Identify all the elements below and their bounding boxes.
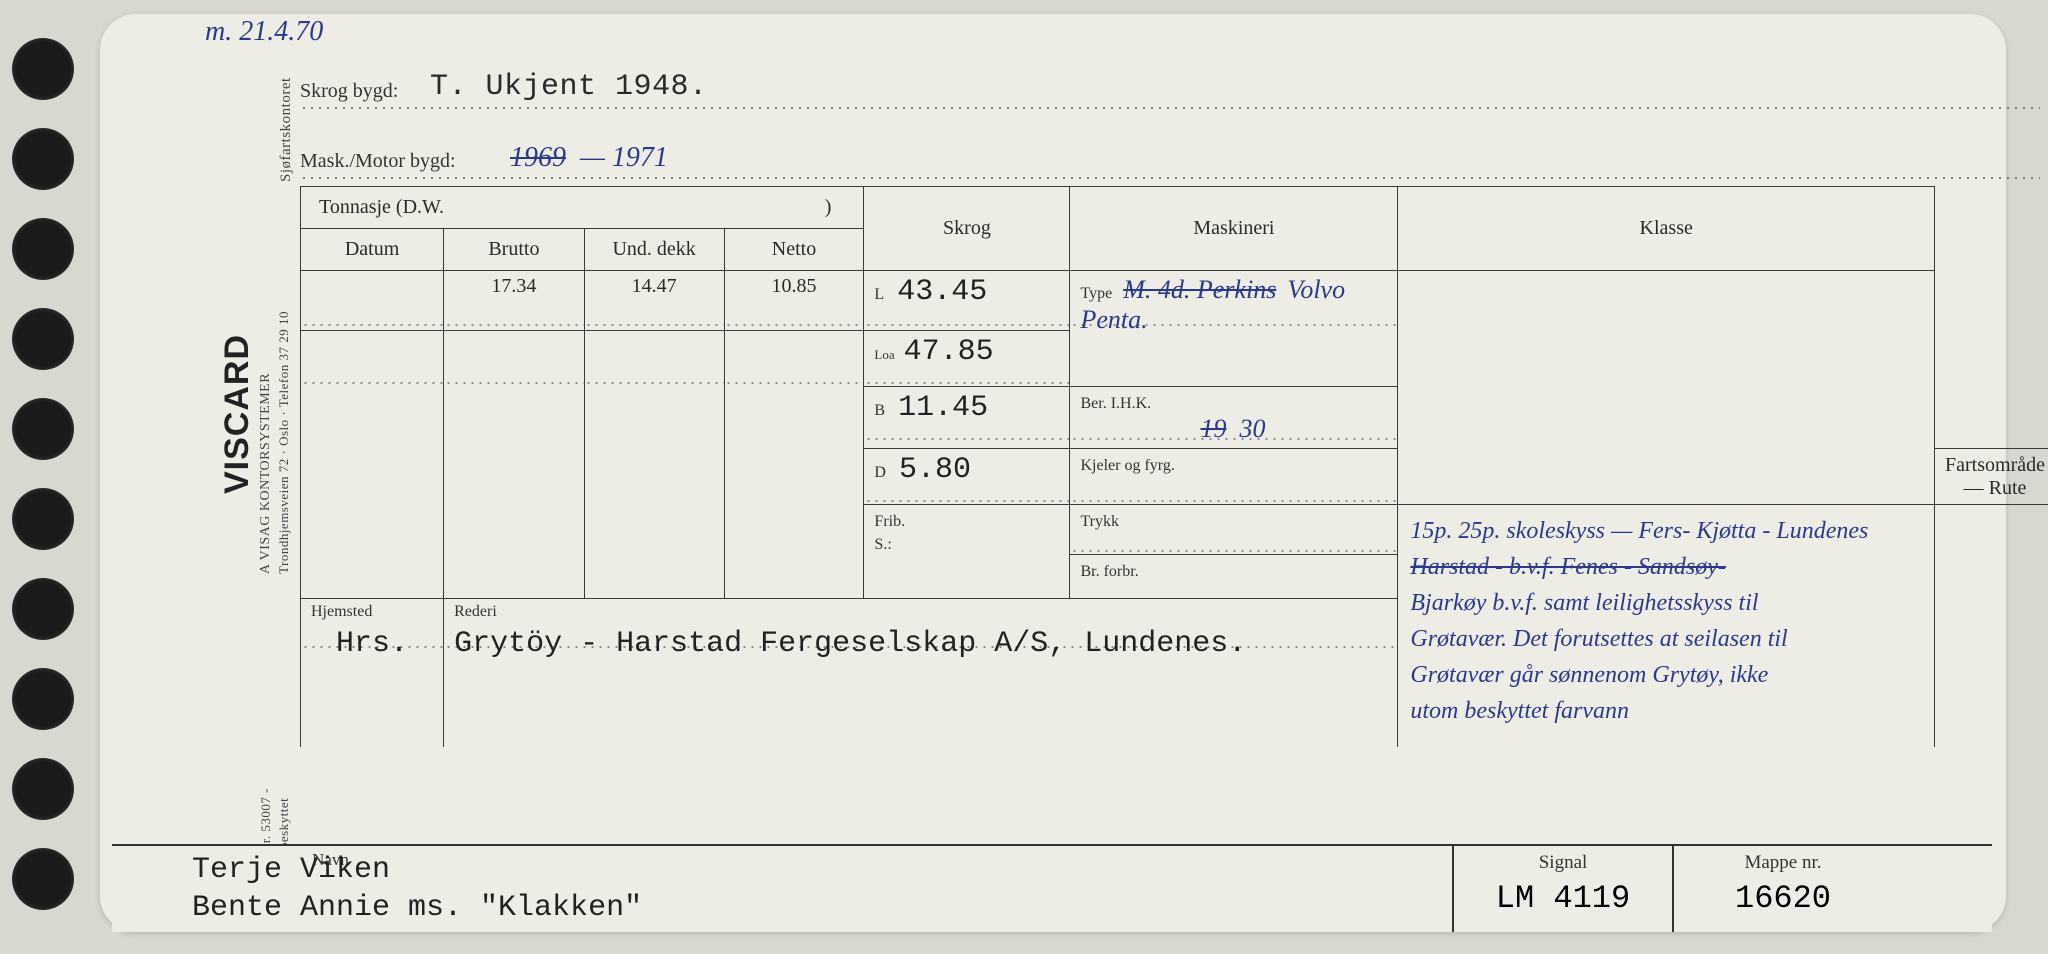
form-content: Skrog bygd: T. Ukjent 1948. Mask./Motor … bbox=[300, 32, 2048, 922]
skrog-bygd-value: T. Ukjent 1948. bbox=[430, 70, 708, 104]
kjeler-label: Kjeler og fyrg. bbox=[1080, 457, 1174, 474]
mask-motor-struck: 1969 bbox=[510, 142, 566, 174]
signal-box: Signal LM 4119 bbox=[1452, 846, 1652, 932]
trykk-label: Trykk bbox=[1080, 513, 1119, 530]
side-kontor: A VISAG KONTORSYSTEMER bbox=[258, 373, 274, 574]
rederi-label: Rederi bbox=[454, 603, 1387, 621]
skrog-label: Skrog bbox=[864, 187, 1070, 271]
row-skrog-bygd: Skrog bygd: T. Ukjent 1948. bbox=[300, 62, 2040, 114]
side-addr: Trondhjemsveien 72 · Oslo · Telefon 37 2… bbox=[276, 311, 292, 574]
fart-line-4: Grøtavær. Det forutsettes at seilasen ti… bbox=[1410, 621, 1922, 657]
D-value: 5.80 bbox=[899, 453, 971, 487]
D-label: D bbox=[874, 464, 886, 481]
form-table: Tonnasje (D.W. ) Skrog Maskineri Klasse … bbox=[300, 186, 2048, 747]
signal-value: LM 4119 bbox=[1474, 874, 1652, 917]
ber-ihk-struck: 19 bbox=[1200, 414, 1226, 443]
mask-motor-label: Mask./Motor bygd: bbox=[300, 150, 456, 173]
skrog-bygd-label: Skrog bygd: bbox=[300, 80, 398, 103]
frib-label: Frib. bbox=[874, 513, 905, 530]
netto-label: Netto bbox=[724, 229, 864, 271]
ber-ihk-label: Ber. I.H.K. bbox=[1080, 395, 1151, 412]
B-label: B bbox=[874, 402, 885, 419]
fart-label: Fartsområde — Rute bbox=[1935, 449, 2048, 505]
br-forbr-label: Br. forbr. bbox=[1080, 563, 1138, 580]
und-dekk-label: Und. dekk bbox=[584, 229, 724, 271]
maskineri-label: Maskineri bbox=[1070, 187, 1398, 271]
fart-line-5: Grøtavær går sønnenom Grytøy, ikke bbox=[1410, 657, 1922, 693]
mappe-box: Mappe nr. 16620 bbox=[1672, 846, 1872, 932]
signal-label: Signal bbox=[1474, 846, 1652, 874]
datum-label: Datum bbox=[301, 229, 444, 271]
B-value: 11.45 bbox=[898, 391, 988, 425]
side-sjofart: Sjøfartskontoret bbox=[278, 77, 295, 182]
mask-motor-value: — 1971 bbox=[580, 142, 668, 174]
tonnasje-close: ) bbox=[825, 196, 854, 219]
binder-holes bbox=[12, 0, 102, 954]
rederi-value: Grytöy - Harstad Fergeselskap A/S, Lunde… bbox=[454, 627, 1387, 661]
name-line-2: Bente Annie ms. "Klakken" bbox=[192, 890, 642, 928]
und-dekk-value: 14.47 bbox=[584, 271, 724, 331]
mappe-label: Mappe nr. bbox=[1694, 846, 1872, 874]
index-card: m. 21.4.70 VISCARD Sjøfartskontoret A VI… bbox=[100, 14, 2006, 932]
brand-viscard: VISCARD bbox=[218, 334, 257, 494]
name-line-1: Terje Viken bbox=[192, 852, 642, 890]
brutto-value: 17.34 bbox=[444, 271, 585, 331]
brutto-label: Brutto bbox=[444, 229, 585, 271]
s-label: S.: bbox=[874, 536, 891, 553]
row-mask-motor: Mask./Motor bygd: 1969 — 1971 bbox=[300, 132, 2040, 184]
fart-line-3: Bjarkøy b.v.f. samt leilighetsskyss til bbox=[1410, 585, 1922, 621]
type-label: Type bbox=[1080, 285, 1112, 302]
fart-line-2: Harstad - b.v.f. Fenes - Sandsøy- bbox=[1410, 549, 1922, 585]
hjemsted-value: Hrs. bbox=[311, 627, 433, 661]
klasse-label: Klasse bbox=[1398, 187, 1935, 271]
bottom-bar: Navn Terje Viken Bente Annie ms. "Klakke… bbox=[112, 844, 1992, 932]
fart-line-1: 15p. 25p. skoleskyss — Fers- Kjøtta - Lu… bbox=[1410, 513, 1922, 549]
ber-ihk-value: 30 bbox=[1239, 414, 1265, 443]
Loa-value: 47.85 bbox=[904, 335, 994, 369]
fart-line-6: utom beskyttet farvann bbox=[1410, 693, 1922, 729]
names-block: Terje Viken Bente Annie ms. "Klakken" bbox=[192, 852, 642, 927]
L-label: L bbox=[874, 286, 884, 303]
tonnasje-label: Tonnasje (D.W. bbox=[319, 196, 444, 218]
type-struck: M. 4d. Perkins bbox=[1123, 275, 1276, 304]
L-value: 43.45 bbox=[897, 275, 987, 309]
Loa-label: Loa bbox=[874, 347, 894, 362]
netto-value: 10.85 bbox=[724, 271, 864, 331]
hjemsted-label: Hjemsted bbox=[311, 603, 433, 621]
mappe-value: 16620 bbox=[1694, 874, 1872, 917]
